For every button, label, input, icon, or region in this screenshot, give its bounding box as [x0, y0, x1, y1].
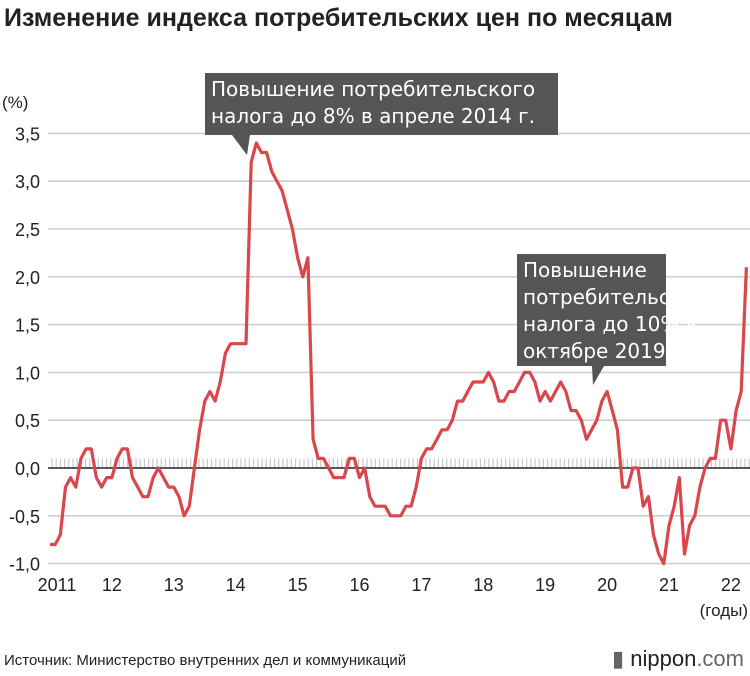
y-tick-label: 2,5: [15, 220, 40, 240]
x-tick-label: 17: [411, 575, 431, 595]
chart-title: Изменение индекса потребительских цен по…: [4, 4, 673, 32]
x-tick-label: 15: [288, 575, 308, 595]
x-tick-label: 20: [597, 575, 617, 595]
annotation-text: Повышение: [523, 258, 647, 282]
x-tick-label: 16: [349, 575, 369, 595]
line-chart: 3,5 3,0 2,5 2,0 1,5 1,0 0,5 0,0 -0,5 -1,0 (%) 2011 1…: [2, 73, 750, 620]
y-tick-label: 2,0: [15, 268, 40, 288]
cpi-series-line: [50, 141, 748, 566]
y-tick-label: 1,0: [15, 363, 40, 383]
annotation-pointer: [592, 366, 604, 385]
annotation-text: октябре 2019 г.: [523, 339, 689, 363]
y-tick-label: 1,5: [15, 316, 40, 336]
x-tick-label: 13: [164, 575, 184, 595]
y-tick-label: 0,0: [15, 459, 40, 479]
x-tick-label: 21: [659, 575, 679, 595]
x-tick-label: 22: [721, 575, 741, 595]
x-tick-label: 14: [226, 575, 246, 595]
annotation-text: налога до 10% в: [523, 312, 698, 336]
annotation-box: [517, 254, 666, 366]
annotation-callout: Повышение потребительского налога до 8% в…: [205, 73, 558, 155]
annotation-callout: Повышение потребительского налога до 10% в…: [517, 254, 717, 385]
x-tick-label: 2011: [38, 575, 77, 595]
y-tick-label: 3,0: [15, 172, 40, 192]
y-axis-label: (%): [2, 93, 28, 112]
nippon-logo: ▮ nippon.com: [612, 646, 744, 671]
annotation-box: [205, 73, 558, 135]
x-tick-label: 18: [473, 575, 493, 595]
y-tick-label: 0,5: [15, 411, 40, 431]
y-tick-label: -0,5: [9, 507, 40, 527]
y-tick-label: 3,5: [15, 124, 40, 144]
annotation-pointer: [232, 135, 250, 155]
y-tick-label: -1,0: [9, 555, 40, 575]
source-note: Источник: Министерство внутренних дел и …: [4, 652, 407, 669]
x-axis-label: (годы): [700, 601, 748, 620]
annotation-text: потребительского: [523, 285, 717, 309]
annotation-text: налога до 8% в апреле 2014 г.: [211, 104, 535, 128]
x-tick-label: 19: [535, 575, 555, 595]
x-tick-label: 12: [102, 575, 122, 595]
annotation-text: Повышение потребительского: [211, 77, 535, 101]
